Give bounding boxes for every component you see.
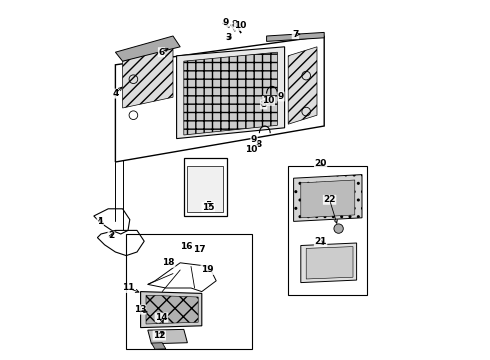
Polygon shape [267,32,324,41]
Text: 6: 6 [158,48,165,57]
Text: 1: 1 [97,217,103,226]
Polygon shape [151,343,166,349]
Text: 13: 13 [134,305,146,314]
Polygon shape [184,52,277,135]
Polygon shape [306,247,353,279]
Text: 19: 19 [201,266,214,275]
Text: 8: 8 [256,140,262,149]
Polygon shape [141,292,202,328]
Circle shape [334,224,343,233]
Text: 21: 21 [315,238,327,247]
Bar [288,166,368,295]
Text: 8: 8 [231,20,237,29]
Polygon shape [116,36,180,61]
Text: 10: 10 [234,22,246,31]
Text: 22: 22 [323,195,336,204]
Bar [126,234,252,349]
Text: 7: 7 [292,30,298,39]
Text: 9: 9 [223,18,229,27]
Text: 18: 18 [162,258,175,267]
Text: 8: 8 [261,100,267,109]
Polygon shape [288,47,317,124]
Text: 4: 4 [112,89,119,98]
Bar [187,166,223,212]
Polygon shape [148,329,187,344]
Text: 10: 10 [245,145,258,154]
Polygon shape [122,47,173,108]
Text: 14: 14 [155,313,168,322]
Text: 17: 17 [193,245,205,253]
Polygon shape [301,243,357,283]
Text: 3: 3 [226,33,232,42]
Text: 16: 16 [180,242,193,251]
Text: 10: 10 [262,96,274,105]
Polygon shape [176,47,285,139]
Polygon shape [146,295,198,324]
Polygon shape [294,175,362,221]
Text: 9: 9 [251,135,257,144]
Text: 15: 15 [202,202,215,212]
Bar [184,158,227,216]
Polygon shape [301,180,355,218]
Text: 20: 20 [315,159,327,168]
Text: 9: 9 [278,92,284,101]
Text: 11: 11 [122,284,134,292]
Text: 12: 12 [153,331,166,340]
Text: 5: 5 [205,201,211,210]
Text: 2: 2 [108,231,114,240]
